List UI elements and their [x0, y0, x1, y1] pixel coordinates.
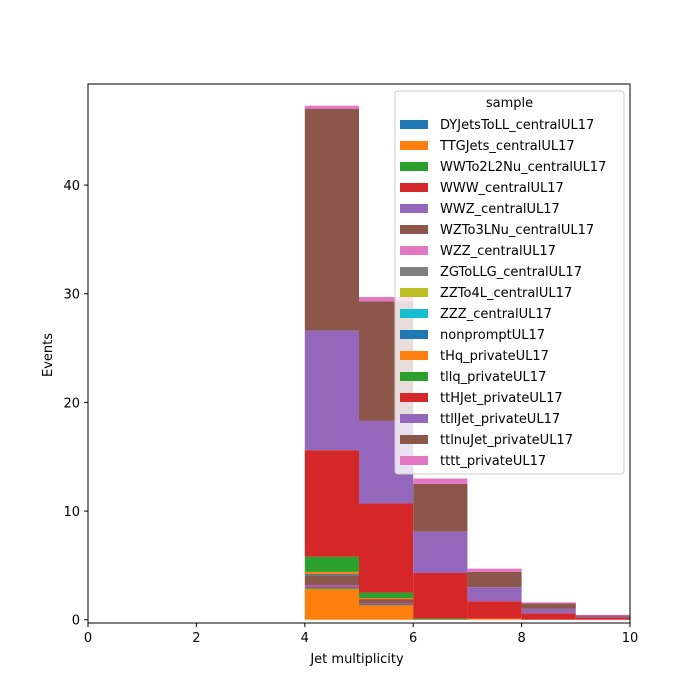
bar-segment — [304, 105, 359, 109]
legend-entry: WWW_centralUL17 — [440, 181, 564, 196]
y-tick-label: 0 — [72, 614, 80, 629]
legend-entry: DYJetsToLL_centralUL17 — [440, 118, 594, 133]
legend-swatch — [400, 204, 428, 213]
y-tick-label: 10 — [63, 505, 80, 520]
legend-swatch — [400, 162, 428, 171]
bar-segment — [575, 617, 630, 620]
legend-swatch — [400, 372, 428, 381]
legend-entry: WZZ_centralUL17 — [440, 244, 556, 259]
legend-entry: ttllJet_privateUL17 — [440, 412, 560, 427]
legend: sample DYJetsToLL_centralUL17 TTGJets_cent… — [394, 90, 625, 475]
legend-swatch — [400, 435, 428, 444]
legend-entry: TTGJets_centralUL17 — [439, 139, 575, 154]
bar-segment — [521, 608, 576, 614]
legend-swatch — [400, 120, 428, 129]
bar-segment — [521, 603, 576, 609]
x-tick-label: 4 — [301, 631, 309, 646]
bar-segment — [575, 615, 630, 617]
y-tick-label: 30 — [63, 288, 80, 303]
legend-swatch — [400, 288, 428, 297]
axes: 0 2 4 6 8 10 0 10 20 30 40 — [63, 83, 639, 646]
bar-segment — [304, 584, 359, 588]
legend-swatch — [400, 183, 428, 192]
bar-segment — [467, 571, 522, 588]
legend-entry: tllq_privateUL17 — [440, 370, 546, 385]
bar-segment — [304, 575, 359, 585]
bar-segment — [467, 587, 522, 602]
legend-swatch — [400, 393, 428, 402]
legend-entry: WZTo3LNu_centralUL17 — [440, 223, 594, 238]
bar-segment — [304, 587, 359, 589]
legend-swatch — [400, 456, 428, 465]
bar-segment — [413, 483, 468, 532]
bar-segment — [359, 598, 414, 600]
bar-segment — [304, 571, 359, 575]
legend-swatch — [400, 225, 428, 234]
legend-entry: tttt_privateUL17 — [440, 454, 546, 469]
bar-segment — [413, 531, 468, 574]
bar-segment — [413, 478, 468, 484]
legend-entry: ZGToLLG_centralUL17 — [440, 265, 582, 280]
legend-entry: ttHJet_privateUL17 — [440, 391, 563, 406]
legend-entry: WWTo2L2Nu_centralUL17 — [440, 160, 606, 175]
legend-entry: ttlnuJet_privateUL17 — [440, 433, 573, 448]
legend-swatch — [400, 267, 428, 276]
legend-swatch — [400, 309, 428, 318]
bar-segment — [304, 589, 359, 620]
legend-swatch — [400, 246, 428, 255]
bar-segment — [304, 330, 359, 451]
legend-swatch — [400, 330, 428, 339]
legend-title: sample — [486, 96, 533, 111]
legend-entry: WWZ_centralUL17 — [440, 202, 560, 217]
legend-entry: nonpromptUL17 — [440, 328, 545, 343]
x-axis-label: Jet multiplicity — [309, 652, 404, 667]
legend-box — [394, 90, 625, 475]
bar-segment — [413, 618, 468, 620]
legend-entry: ZZTo4L_centralUL17 — [440, 286, 572, 301]
bar-segment — [521, 613, 576, 620]
bar-segment — [359, 503, 414, 593]
bar-stacks — [304, 105, 630, 620]
bar-segment — [413, 573, 468, 619]
y-axis-label: Events — [41, 333, 56, 377]
bar-segment — [467, 568, 522, 572]
bar-segment — [359, 604, 414, 606]
bar-segment — [304, 108, 359, 331]
bar-segment — [304, 574, 359, 576]
legend-swatch — [400, 141, 428, 150]
y-tick-label: 20 — [63, 396, 80, 411]
legend-entry: ZZZ_centralUL17 — [440, 307, 552, 322]
legend-entry: tHq_privateUL17 — [440, 349, 549, 364]
bar-segment — [521, 602, 576, 604]
bar-segment — [359, 296, 414, 302]
bar-segment — [304, 556, 359, 572]
bar-segment — [575, 614, 630, 616]
x-tick-label: 8 — [517, 631, 525, 646]
plot-frame — [87, 83, 631, 624]
x-tick-label: 6 — [409, 631, 417, 646]
x-tick-label: 2 — [192, 631, 200, 646]
bar-segment — [359, 605, 414, 620]
x-tick-label: 0 — [84, 631, 92, 646]
bar-segment — [359, 603, 414, 605]
bar-segment — [304, 450, 359, 557]
bar-segment — [359, 605, 414, 606]
legend-swatch — [400, 414, 428, 423]
x-tick-label: 10 — [622, 631, 639, 646]
bar-segment — [467, 618, 522, 620]
bar-segment — [304, 588, 359, 590]
bar-segment — [467, 601, 522, 619]
bar-segment — [575, 616, 630, 618]
legend-swatch — [400, 351, 428, 360]
bar-segment — [359, 599, 414, 604]
y-tick-label: 40 — [63, 179, 80, 194]
bar-segment — [359, 592, 414, 599]
